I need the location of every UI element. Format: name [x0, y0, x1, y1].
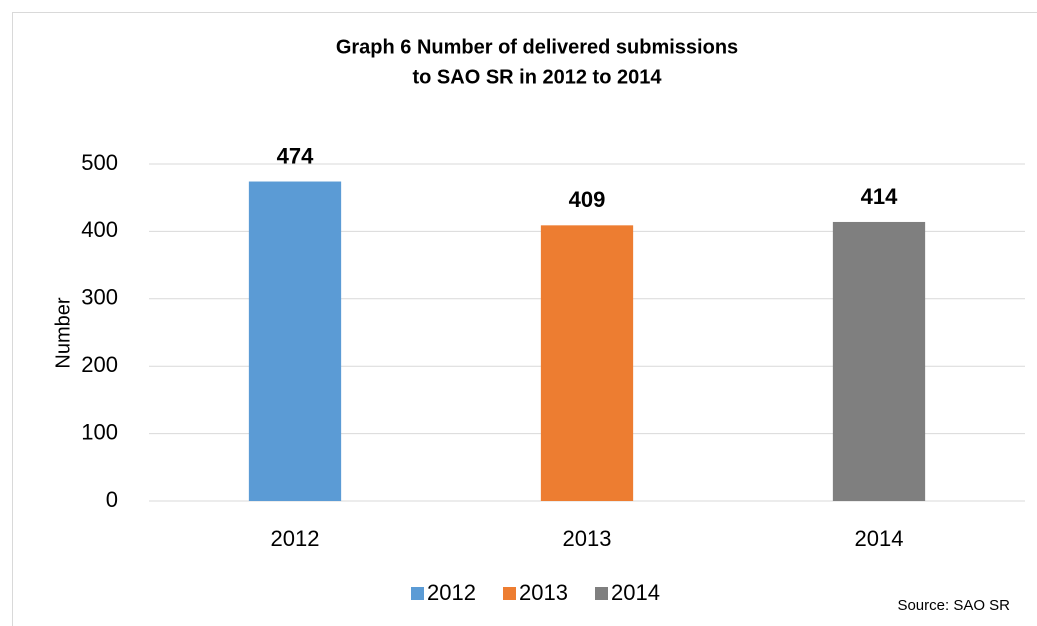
x-tick-label: 2014	[855, 526, 904, 551]
y-tick-label: 400	[81, 217, 118, 242]
legend-label: 2013	[519, 580, 568, 605]
source-note: Source: SAO SR	[897, 597, 1010, 614]
x-tick-label: 2012	[271, 526, 320, 551]
data-label: 414	[861, 184, 898, 209]
y-tick-label: 200	[81, 352, 118, 377]
x-tick-label: 2013	[563, 526, 612, 551]
legend-label: 2012	[427, 580, 476, 605]
bar	[832, 221, 926, 502]
y-tick-label: 100	[81, 419, 118, 444]
data-label: 474	[277, 143, 314, 168]
chart-frame	[12, 12, 1037, 626]
data-label: 409	[569, 187, 606, 212]
legend-label: 2014	[611, 580, 660, 605]
bar	[248, 181, 342, 502]
legend-swatch	[411, 587, 424, 600]
chart-title: to SAO SR in 2012 to 2014	[413, 66, 663, 88]
legend-swatch	[595, 587, 608, 600]
chart-title: Graph 6 Number of delivered submissions	[336, 36, 738, 58]
y-axis-label: Number	[52, 297, 74, 368]
y-tick-label: 500	[81, 150, 118, 175]
y-tick-label: 0	[106, 487, 118, 512]
y-tick-label: 300	[81, 285, 118, 310]
bar	[540, 225, 634, 502]
legend-swatch	[503, 587, 516, 600]
